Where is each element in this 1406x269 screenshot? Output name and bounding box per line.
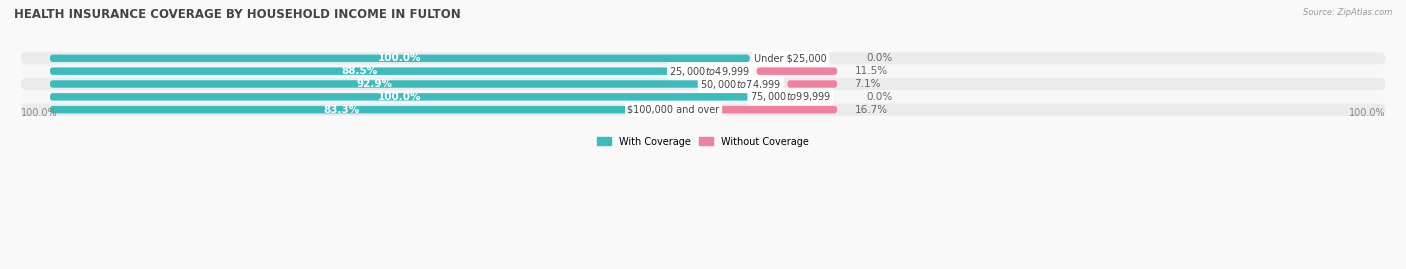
Text: 100.0%: 100.0% (21, 108, 58, 118)
Legend: With Coverage, Without Coverage: With Coverage, Without Coverage (593, 133, 813, 151)
FancyBboxPatch shape (21, 91, 1385, 103)
Text: 16.7%: 16.7% (855, 105, 887, 115)
FancyBboxPatch shape (51, 55, 749, 62)
FancyBboxPatch shape (756, 68, 837, 75)
FancyBboxPatch shape (21, 104, 1385, 116)
Text: Under $25,000: Under $25,000 (754, 53, 827, 63)
FancyBboxPatch shape (787, 80, 837, 88)
Text: 0.0%: 0.0% (866, 53, 893, 63)
Text: HEALTH INSURANCE COVERAGE BY HOUSEHOLD INCOME IN FULTON: HEALTH INSURANCE COVERAGE BY HOUSEHOLD I… (14, 8, 461, 21)
FancyBboxPatch shape (51, 68, 669, 75)
Text: $100,000 and over: $100,000 and over (627, 105, 720, 115)
Text: 92.9%: 92.9% (357, 79, 392, 89)
Text: Source: ZipAtlas.com: Source: ZipAtlas.com (1302, 8, 1392, 17)
Text: $75,000 to $99,999: $75,000 to $99,999 (749, 90, 831, 103)
Text: 0.0%: 0.0% (866, 92, 893, 102)
FancyBboxPatch shape (51, 93, 749, 101)
FancyBboxPatch shape (51, 80, 700, 88)
Text: 88.5%: 88.5% (342, 66, 378, 76)
FancyBboxPatch shape (21, 65, 1385, 77)
Text: 100.0%: 100.0% (1348, 108, 1385, 118)
FancyBboxPatch shape (21, 78, 1385, 90)
Text: 83.3%: 83.3% (323, 105, 360, 115)
Text: $25,000 to $49,999: $25,000 to $49,999 (669, 65, 751, 78)
Text: 100.0%: 100.0% (378, 53, 422, 63)
FancyBboxPatch shape (21, 52, 1385, 65)
Text: 7.1%: 7.1% (855, 79, 882, 89)
Text: 11.5%: 11.5% (855, 66, 887, 76)
Text: $50,000 to $74,999: $50,000 to $74,999 (700, 77, 782, 90)
FancyBboxPatch shape (720, 106, 837, 114)
FancyBboxPatch shape (51, 106, 633, 114)
Text: 100.0%: 100.0% (378, 92, 422, 102)
